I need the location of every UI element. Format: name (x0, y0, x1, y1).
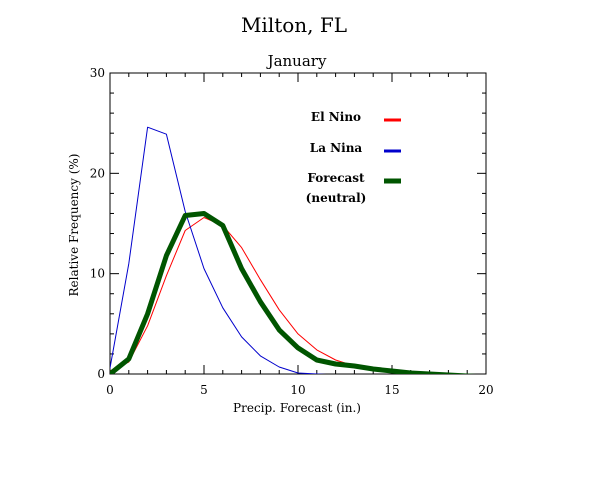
y-tick-label: 30 (90, 66, 105, 80)
x-tick-label: 15 (384, 383, 399, 397)
x-tick-label: 10 (290, 383, 305, 397)
plot-frame (109, 72, 487, 375)
x-tick-label: 0 (106, 383, 114, 397)
series-line-2 (110, 211, 477, 374)
legend: El Nino La Nina Forecast (neutral) (306, 110, 401, 205)
legend-label-0: El Nino (311, 110, 361, 124)
series-layer (110, 126, 477, 374)
x-tick-label: 20 (478, 383, 493, 397)
legend-label-2: Forecast (307, 171, 365, 185)
chart-title: Milton, FL (241, 13, 347, 37)
axes: 0 5 10 15 20 0 10 20 30 (90, 66, 494, 397)
x-axis-label: Precip. Forecast (in.) (233, 401, 361, 415)
y-tick-label: 0 (97, 367, 105, 381)
series-line-0 (110, 217, 454, 374)
legend-label-2: (neutral) (306, 191, 367, 205)
x-tick-label: 5 (200, 383, 208, 397)
series-line-1 (110, 126, 327, 374)
legend-label-1: La Nina (310, 141, 363, 155)
y-tick-label: 10 (90, 267, 105, 281)
y-tick-label: 20 (90, 166, 105, 180)
chart-subtitle: January (266, 52, 327, 70)
y-axis-label: Relative Frequency (%) (67, 154, 81, 297)
